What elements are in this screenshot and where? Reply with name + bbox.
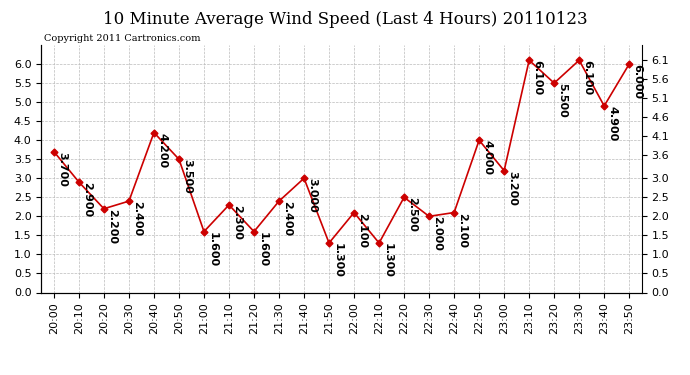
Text: 2.200: 2.200 xyxy=(107,209,117,244)
Text: 2.900: 2.900 xyxy=(82,182,92,217)
Text: 4.000: 4.000 xyxy=(482,140,493,175)
Text: 2.500: 2.500 xyxy=(407,197,417,232)
Text: 1.600: 1.600 xyxy=(207,232,217,267)
Text: 1.600: 1.600 xyxy=(257,232,267,267)
Text: 4.200: 4.200 xyxy=(157,133,167,168)
Text: 2.400: 2.400 xyxy=(282,201,293,236)
Text: 6.100: 6.100 xyxy=(582,60,593,95)
Text: 2.100: 2.100 xyxy=(357,213,367,248)
Text: 3.200: 3.200 xyxy=(507,171,518,206)
Text: Copyright 2011 Cartronics.com: Copyright 2011 Cartronics.com xyxy=(44,33,201,42)
Text: 3.500: 3.500 xyxy=(182,159,193,194)
Text: 3.700: 3.700 xyxy=(57,152,67,186)
Text: 6.000: 6.000 xyxy=(633,64,642,99)
Text: 2.100: 2.100 xyxy=(457,213,467,248)
Text: 2.000: 2.000 xyxy=(433,216,442,251)
Text: 5.500: 5.500 xyxy=(558,83,567,118)
Text: 2.400: 2.400 xyxy=(132,201,142,236)
Text: 3.000: 3.000 xyxy=(307,178,317,213)
Text: 10 Minute Average Wind Speed (Last 4 Hours) 20110123: 10 Minute Average Wind Speed (Last 4 Hou… xyxy=(103,11,587,28)
Text: 1.300: 1.300 xyxy=(382,243,393,278)
Text: 6.100: 6.100 xyxy=(533,60,542,95)
Text: 1.300: 1.300 xyxy=(333,243,342,278)
Text: 4.900: 4.900 xyxy=(607,106,618,141)
Text: 2.300: 2.300 xyxy=(233,205,242,240)
